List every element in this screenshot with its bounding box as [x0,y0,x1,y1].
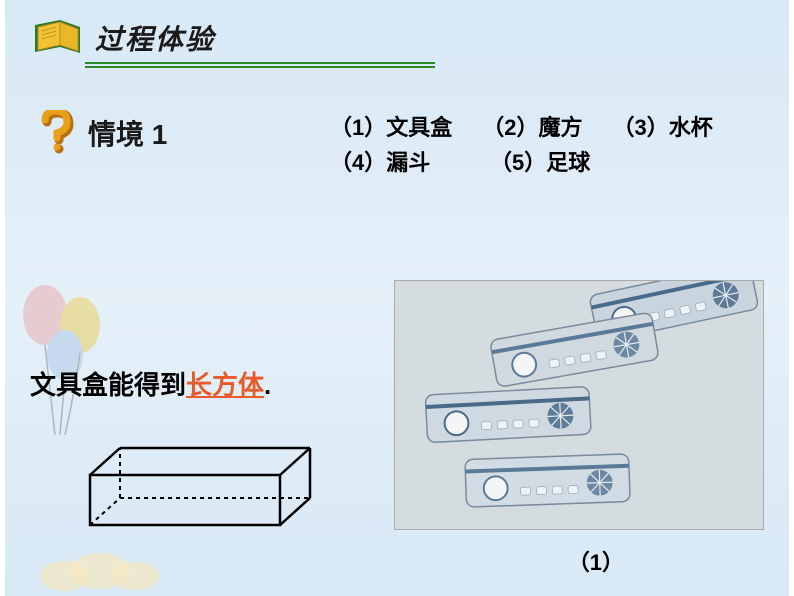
option-1: （1）文具盒 [330,110,452,145]
options-list: （1）文具盒 （2）魔方 （3）水杯 （4）漏斗 （5）足球 [330,110,713,180]
option-5: （5）足球 [490,145,590,180]
situation-label: 情境 1 [88,113,167,153]
balloons-decoration [10,270,130,440]
situation-block: 情境 1 [35,110,167,155]
header-title: 过程体验 [95,18,215,58]
statement-text: 文具盒能得到长方体. [30,365,271,402]
cuboid-diagram [80,440,320,530]
option-2: （2）魔方 [482,110,582,145]
statement-prefix: 文具盒能得到 [30,370,186,400]
option-3: （3）水杯 [613,110,713,145]
header: 过程体验 [30,15,215,60]
header-underline [85,62,435,68]
photo-label: （1） [568,545,624,577]
book-icon [30,15,85,60]
pencil-case-photo [394,280,764,530]
statement-suffix: . [264,370,271,400]
question-mark-icon [35,110,80,155]
statement-answer: 长方体 [186,370,264,400]
option-4: （4）漏斗 [330,145,460,180]
cloud-decoration [35,541,175,591]
